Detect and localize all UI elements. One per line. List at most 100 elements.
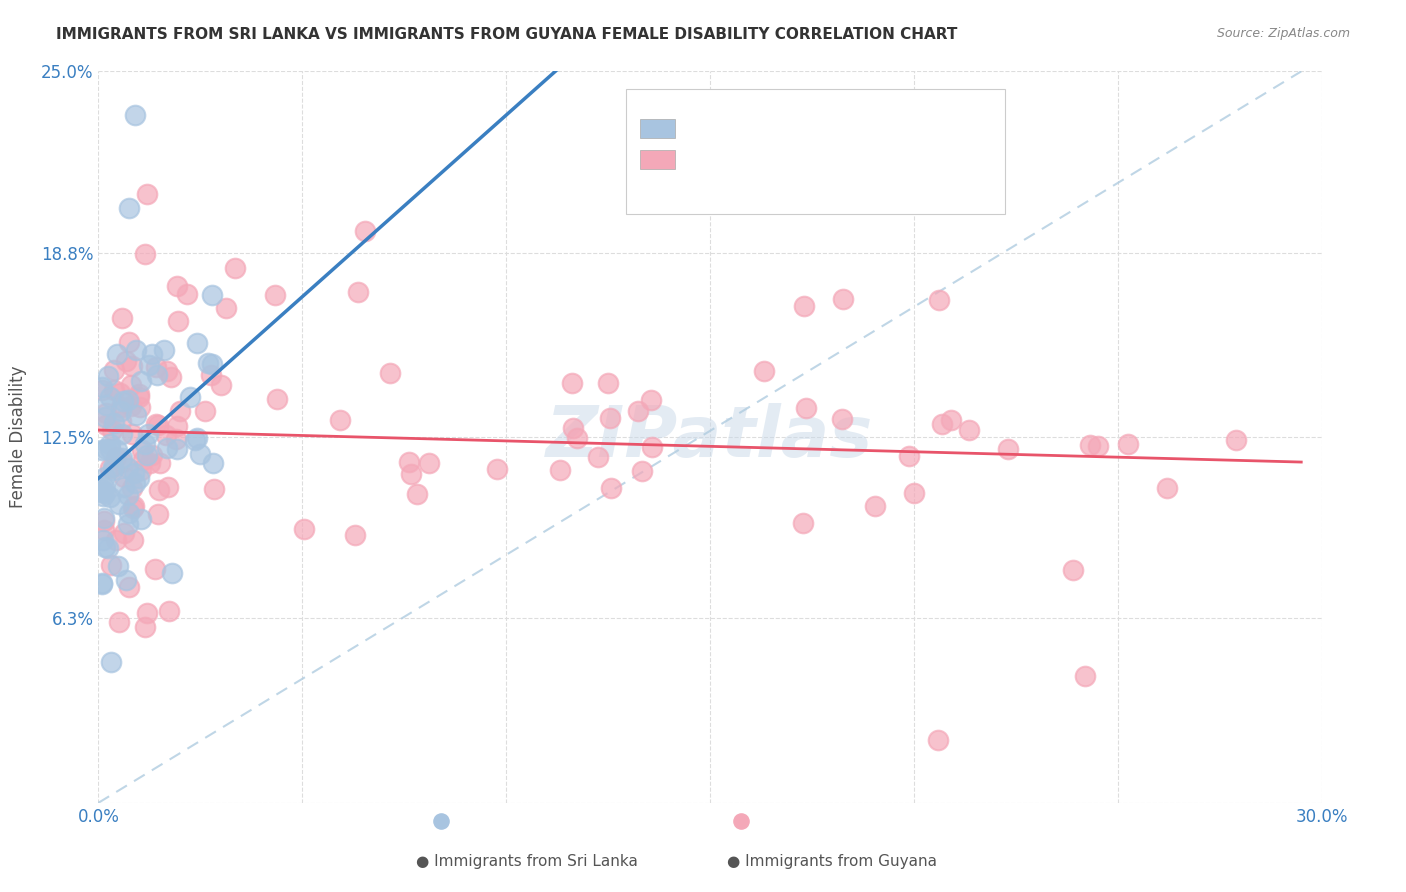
Point [93, 410, 115, 425]
Point [641, 441, 664, 455]
Point [118, 201, 141, 215]
Point [98, 436, 121, 450]
Point [329, 413, 352, 427]
Point [91, 380, 114, 394]
Point [94, 541, 117, 555]
Point [155, 428, 177, 442]
Point [118, 335, 141, 350]
Point [941, 413, 963, 427]
Point [131, 374, 153, 388]
Point [91, 575, 114, 590]
Point [98, 390, 121, 404]
Point [202, 482, 225, 496]
Point [93, 524, 115, 538]
Point [792, 516, 814, 530]
Point [128, 390, 150, 404]
Point [112, 480, 135, 494]
Point [832, 293, 855, 307]
Point [117, 461, 139, 475]
Point [931, 417, 953, 431]
Point [124, 475, 146, 490]
Point [401, 467, 423, 481]
Text: ● Immigrants from Guyana: ● Immigrants from Guyana [727, 854, 938, 869]
Text: N =: N = [844, 127, 877, 141]
Point [398, 455, 420, 469]
Text: Source: ZipAtlas.com: Source: ZipAtlas.com [1216, 27, 1350, 40]
Point [107, 559, 129, 574]
Point [157, 604, 180, 618]
Point [186, 432, 208, 446]
Point [117, 488, 139, 502]
Point [640, 393, 662, 408]
Point [145, 359, 167, 374]
Point [266, 392, 288, 407]
Point [1225, 433, 1247, 447]
Point [91, 485, 114, 500]
Point [631, 464, 654, 478]
Point [997, 442, 1019, 456]
Point [115, 354, 138, 368]
Point [184, 433, 207, 447]
Point [93, 480, 115, 494]
Point [93, 514, 115, 528]
Point [186, 336, 208, 351]
Point [378, 366, 401, 380]
Point [110, 400, 132, 414]
Point [136, 448, 159, 462]
Point [292, 522, 315, 536]
Point [166, 442, 188, 456]
Point [565, 431, 588, 445]
Point [111, 455, 134, 469]
Point [156, 441, 179, 455]
Point [111, 427, 134, 442]
Point [406, 487, 429, 501]
Point [100, 558, 122, 573]
Point [132, 452, 155, 467]
Point [108, 497, 131, 511]
Text: -0.000: -0.000 [766, 152, 821, 166]
Point [122, 499, 145, 513]
Point [118, 506, 141, 520]
Point [97, 369, 120, 384]
Point [1229, 869, 1251, 883]
Point [600, 482, 623, 496]
Point [138, 427, 160, 442]
Point [121, 426, 143, 441]
Point [94, 398, 117, 412]
Point [194, 403, 217, 417]
Point [103, 463, 125, 477]
Point [149, 456, 172, 470]
Point [598, 376, 620, 390]
Point [141, 448, 163, 462]
Point [166, 418, 188, 433]
Point [91, 489, 114, 503]
Point [112, 470, 135, 484]
Point [1078, 438, 1101, 452]
Point [793, 300, 815, 314]
Point [96, 406, 118, 420]
Point [157, 480, 180, 494]
Point [98, 461, 121, 475]
Point [190, 447, 212, 461]
Point [344, 528, 367, 542]
Point [897, 450, 920, 464]
Point [143, 562, 166, 576]
Point [111, 394, 134, 409]
Point [125, 343, 148, 357]
Point [179, 390, 201, 404]
Point [197, 356, 219, 370]
Point [134, 246, 156, 260]
Point [548, 463, 571, 477]
Point [122, 533, 145, 547]
Point [128, 387, 150, 401]
Point [200, 368, 222, 382]
Point [120, 378, 142, 392]
Point [418, 456, 440, 470]
Point [134, 437, 156, 451]
Point [121, 359, 143, 373]
Point [486, 462, 509, 476]
Point [562, 421, 585, 435]
Point [1062, 563, 1084, 577]
Point [129, 512, 152, 526]
Point [148, 417, 170, 432]
